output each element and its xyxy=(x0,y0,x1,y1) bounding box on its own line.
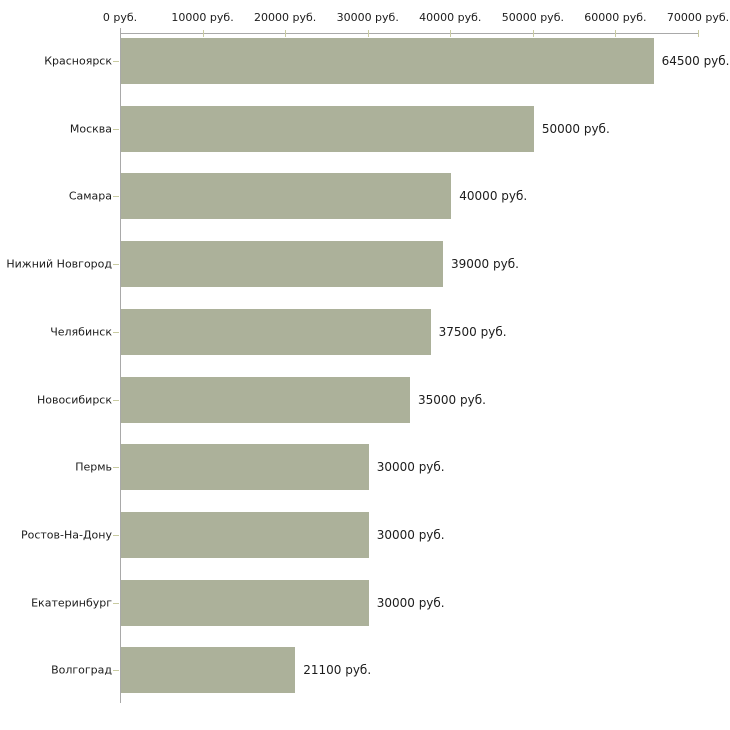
bar-Нижний Новгород xyxy=(121,241,444,287)
x-axis-tick-label: 60000 руб. xyxy=(584,11,647,24)
y-axis-tick xyxy=(113,332,119,333)
category-label: Новосибирск xyxy=(36,393,112,406)
category-label: Самара xyxy=(68,189,112,203)
bar-value-label: 35000 руб. xyxy=(418,392,486,407)
bar-value-label: 30000 руб. xyxy=(376,527,445,542)
x-axis-tick xyxy=(368,30,369,37)
bar-Екатеринбург xyxy=(121,580,369,626)
category-label: Екатеринбург xyxy=(31,596,112,610)
y-axis-tick xyxy=(113,670,119,671)
bar-value-label: 30000 руб. xyxy=(376,595,445,610)
bar-Новосибирск xyxy=(121,377,410,423)
category-label: Челябинск xyxy=(50,325,112,339)
y-axis-tick xyxy=(113,535,119,536)
bar-Ростов-На-Дону xyxy=(121,512,369,558)
bar-value-label: 37500 руб. xyxy=(438,324,507,339)
category-label: Москва xyxy=(69,122,112,136)
category-label: Нижний Новгород xyxy=(6,257,112,271)
x-axis-tick xyxy=(615,30,616,37)
bar-value-label: 64500 руб. xyxy=(661,54,730,68)
bar-value-label: 50000 руб. xyxy=(541,121,610,136)
bar-Красноярск xyxy=(121,38,654,84)
x-axis-tick-label: 20000 руб. xyxy=(254,11,317,24)
x-axis-tick xyxy=(698,30,699,37)
x-axis-tick-label: 40000 руб. xyxy=(419,11,482,24)
x-axis-tick-label: 30000 руб. xyxy=(336,11,399,24)
bar-Волгоград xyxy=(121,647,296,693)
x-axis-tick-label: 50000 руб. xyxy=(501,11,564,24)
x-axis-tick xyxy=(533,30,534,37)
bar-value-label: 21100 руб. xyxy=(303,663,372,678)
category-label: Волгоград xyxy=(51,663,112,677)
bar-Самара xyxy=(121,173,452,219)
category-label: Красноярск xyxy=(44,54,112,68)
bar-Москва xyxy=(121,106,534,152)
bar-Пермь xyxy=(121,444,369,490)
y-axis-tick xyxy=(113,61,119,62)
bar-value-label: 30000 руб. xyxy=(376,460,445,475)
y-axis-line xyxy=(120,28,121,703)
x-axis-tick xyxy=(203,30,204,37)
bar-Челябинск xyxy=(121,309,431,355)
y-axis-tick xyxy=(113,129,119,130)
bar-value-label: 40000 руб. xyxy=(459,189,528,204)
y-axis-tick xyxy=(113,603,119,604)
y-axis-tick xyxy=(113,400,119,401)
y-axis-tick xyxy=(113,467,119,468)
x-axis-tick-label: 70000 руб. xyxy=(666,11,730,24)
x-axis-tick-label: 10000 руб. xyxy=(171,11,234,24)
x-axis-tick xyxy=(450,30,451,37)
x-axis-tick-label: 0 руб. xyxy=(102,11,138,24)
bar-value-label: 39000 руб. xyxy=(451,257,519,272)
category-label: Пермь xyxy=(75,460,112,474)
x-axis-tick xyxy=(285,30,286,37)
x-axis-line xyxy=(120,33,699,34)
category-label: Ростов-На-Дону xyxy=(20,528,112,542)
y-axis-tick xyxy=(113,264,119,265)
y-axis-tick xyxy=(113,196,119,197)
